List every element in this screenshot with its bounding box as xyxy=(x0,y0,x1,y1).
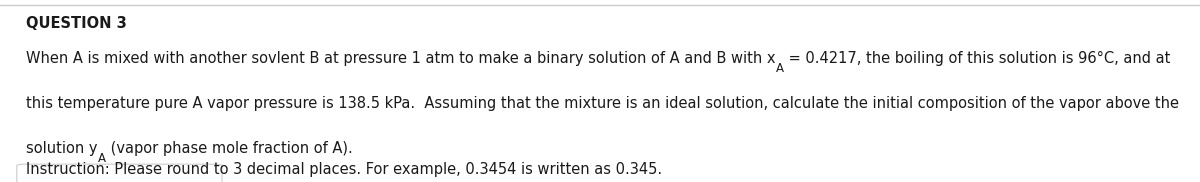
FancyBboxPatch shape xyxy=(17,164,222,182)
Text: When A is mixed with another sovlent B at pressure 1 atm to make a binary soluti: When A is mixed with another sovlent B a… xyxy=(26,51,776,66)
Text: solution y: solution y xyxy=(26,141,98,156)
Text: A: A xyxy=(776,62,784,75)
Text: = 0.4217, the boiling of this solution is 96°C, and at: = 0.4217, the boiling of this solution i… xyxy=(784,51,1170,66)
Text: A: A xyxy=(98,152,106,165)
Text: Instruction: Please round to 3 decimal places. For example, 0.3454 is written as: Instruction: Please round to 3 decimal p… xyxy=(26,162,662,177)
Text: QUESTION 3: QUESTION 3 xyxy=(26,16,127,31)
Text: (vapor phase mole fraction of A).: (vapor phase mole fraction of A). xyxy=(106,141,353,156)
Text: this temperature pure A vapor pressure is 138.5 kPa.  Assuming that the mixture : this temperature pure A vapor pressure i… xyxy=(26,96,1180,111)
Text: A: A xyxy=(776,62,784,75)
Text: A: A xyxy=(98,152,106,165)
